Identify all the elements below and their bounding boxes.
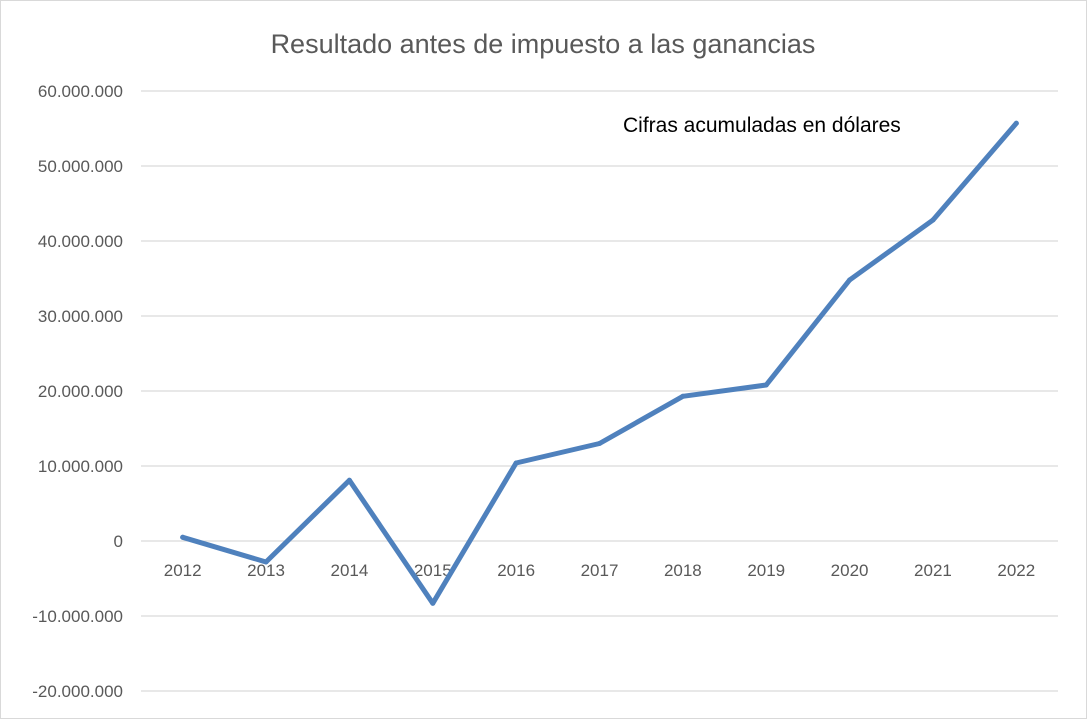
y-tick-label: 0 [114,532,123,551]
y-tick-label: 50.000.000 [38,157,123,176]
y-tick-label: 30.000.000 [38,307,123,326]
chart-title: Resultado antes de impuesto a las gananc… [271,29,816,59]
data-point [680,393,686,399]
data-point [763,382,769,388]
y-tick-label: 20.000.000 [38,382,123,401]
data-point [930,217,936,223]
data-point [346,477,352,483]
x-tick-label: 2015 [414,561,452,580]
data-point [430,600,436,606]
y-tick-label: 60.000.000 [38,82,123,101]
y-tick-label: -20.000.000 [32,682,123,701]
x-tick-label: 2016 [497,561,535,580]
y-tick-label: 40.000.000 [38,232,123,251]
series-line [180,120,1019,606]
x-tick-label: 2013 [247,561,285,580]
data-point [513,460,519,466]
x-tick-label: 2014 [330,561,368,580]
x-tick-label: 2019 [747,561,785,580]
x-tick-label: 2018 [664,561,702,580]
y-tick-label: 10.000.000 [38,457,123,476]
data-point [1013,120,1019,126]
x-tick-label: 2020 [831,561,869,580]
data-point [597,441,602,446]
data-point [263,559,269,565]
y-tick-label: -10.000.000 [32,607,123,626]
x-tick-label: 2017 [581,561,619,580]
x-tick-label: 2022 [997,561,1035,580]
data-point [847,277,853,283]
data-point [180,534,186,540]
x-tick-label: 2012 [164,561,202,580]
x-tick-label: 2021 [914,561,952,580]
chart-annotation: Cifras acumuladas en dólares [623,114,901,137]
